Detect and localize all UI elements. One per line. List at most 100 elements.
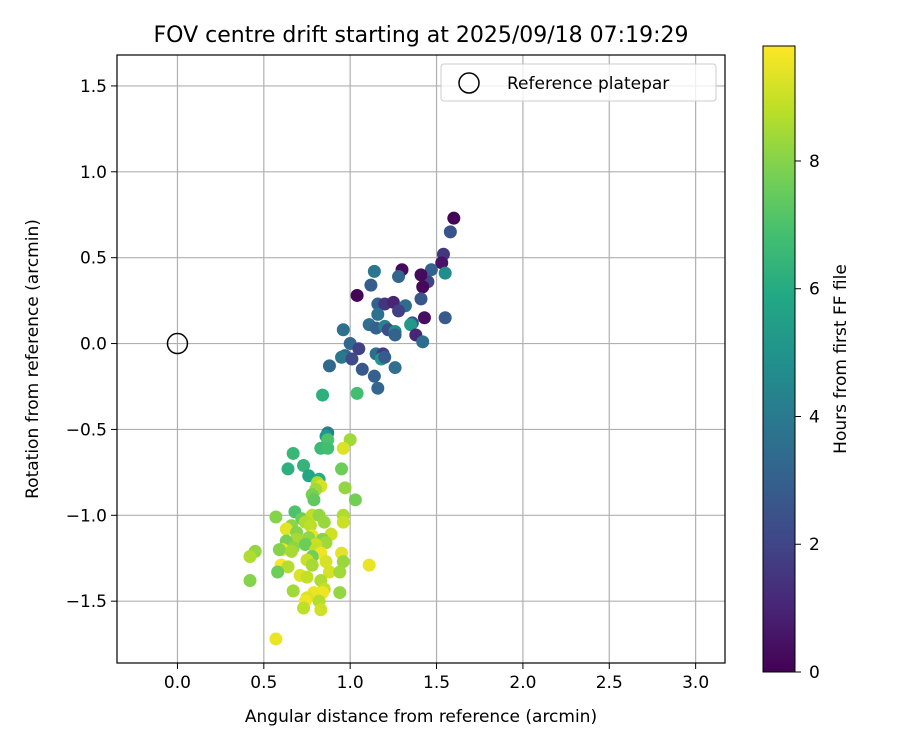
data-point bbox=[333, 565, 347, 579]
data-point bbox=[443, 225, 457, 239]
data-point bbox=[286, 584, 300, 598]
data-point bbox=[378, 350, 392, 364]
data-point bbox=[355, 362, 369, 376]
data-point bbox=[424, 263, 438, 277]
x-axis-ticks: 0.0 0.5 1.0 1.5 2.0 2.5 3.0 bbox=[164, 663, 709, 693]
data-point bbox=[336, 323, 350, 337]
x-tick-label: 3.0 bbox=[682, 673, 709, 693]
y-tick-label: −1.0 bbox=[66, 506, 107, 526]
data-point bbox=[367, 369, 381, 383]
data-point bbox=[447, 211, 461, 225]
data-point bbox=[297, 458, 311, 472]
y-tick-label: 0.0 bbox=[80, 335, 107, 355]
data-point bbox=[317, 515, 331, 529]
y-tick-label: 1.0 bbox=[80, 163, 107, 183]
data-point bbox=[414, 268, 428, 282]
data-point bbox=[319, 555, 333, 569]
colorbar-label: Hours from first FF file bbox=[831, 264, 851, 454]
data-point bbox=[338, 481, 352, 495]
data-point bbox=[286, 446, 300, 460]
y-tick-label: 0.5 bbox=[80, 249, 107, 269]
data-point bbox=[345, 352, 359, 366]
x-tick-label: 1.5 bbox=[423, 673, 450, 693]
data-point bbox=[297, 601, 311, 615]
data-point bbox=[319, 536, 333, 550]
y-axis-label: Rotation from reference (arcmin) bbox=[23, 219, 43, 499]
data-point bbox=[243, 550, 257, 564]
y-tick-label: 1.5 bbox=[80, 77, 107, 97]
data-point bbox=[335, 350, 349, 364]
grid-lines bbox=[117, 55, 725, 663]
x-tick-label: 0.5 bbox=[250, 673, 277, 693]
data-point bbox=[352, 342, 366, 356]
data-point bbox=[435, 256, 449, 270]
colorbar-tick-label: 8 bbox=[809, 152, 820, 172]
chart-title: FOV centre drift starting at 2025/09/18 … bbox=[154, 23, 689, 48]
reference-marker bbox=[166, 332, 189, 355]
data-point bbox=[316, 388, 330, 402]
data-point bbox=[388, 328, 402, 342]
data-point bbox=[243, 574, 257, 588]
data-point bbox=[416, 280, 430, 294]
data-point bbox=[417, 311, 431, 325]
data-point bbox=[314, 603, 328, 617]
x-tick-label: 2.5 bbox=[596, 673, 623, 693]
colorbar-tick-label: 0 bbox=[809, 663, 820, 683]
colorbar: 0 2 4 6 8 Hours from first FF file bbox=[762, 45, 851, 683]
data-point bbox=[281, 462, 295, 476]
data-point bbox=[350, 288, 364, 302]
reference-point bbox=[166, 332, 189, 355]
data-point bbox=[362, 558, 376, 572]
data-point bbox=[272, 543, 286, 557]
data-point bbox=[281, 560, 295, 574]
data-point bbox=[333, 586, 347, 600]
legend-marker-icon bbox=[458, 72, 480, 94]
data-point bbox=[300, 570, 314, 584]
data-point bbox=[404, 318, 418, 332]
data-point bbox=[298, 537, 312, 551]
data-point bbox=[336, 441, 350, 455]
data-point bbox=[336, 515, 350, 529]
data-point bbox=[271, 565, 285, 579]
y-tick-label: −0.5 bbox=[66, 420, 107, 440]
data-point bbox=[438, 311, 452, 325]
data-point bbox=[416, 335, 430, 349]
data-point bbox=[322, 359, 336, 373]
data-point bbox=[321, 441, 335, 455]
data-point bbox=[392, 270, 406, 284]
colorbar-tick-label: 4 bbox=[809, 407, 820, 427]
data-point bbox=[336, 555, 350, 569]
legend: Reference platepar bbox=[440, 63, 717, 102]
y-tick-label: −1.5 bbox=[66, 592, 107, 612]
data-point bbox=[371, 307, 385, 321]
x-axis-label: Angular distance from reference (arcmin) bbox=[245, 707, 597, 727]
x-tick-label: 1.0 bbox=[337, 673, 364, 693]
legend-box bbox=[440, 63, 717, 102]
data-points bbox=[243, 211, 461, 646]
data-point bbox=[364, 278, 378, 292]
data-point bbox=[335, 462, 349, 476]
data-point bbox=[371, 381, 385, 395]
data-point bbox=[305, 558, 319, 572]
data-point bbox=[307, 493, 321, 507]
data-point bbox=[392, 304, 406, 318]
x-tick-label: 0.0 bbox=[164, 673, 191, 693]
colorbar-tick-label: 6 bbox=[809, 280, 820, 300]
y-axis-ticks: −1.5 −1.0 −0.5 0.0 0.5 1.0 1.5 bbox=[66, 77, 117, 612]
data-point bbox=[284, 544, 298, 558]
x-tick-label: 2.0 bbox=[509, 673, 536, 693]
data-point bbox=[438, 266, 452, 280]
plot-frame bbox=[116, 54, 726, 664]
legend-entry: Reference platepar bbox=[507, 74, 669, 94]
data-point bbox=[269, 632, 283, 646]
colorbar-ticks: 0 2 4 6 8 bbox=[795, 152, 820, 683]
data-point bbox=[348, 493, 362, 507]
data-point bbox=[388, 361, 402, 375]
data-point bbox=[350, 386, 364, 400]
data-point bbox=[367, 264, 381, 278]
data-point bbox=[269, 510, 283, 524]
data-point bbox=[303, 519, 317, 533]
data-point bbox=[322, 565, 336, 579]
colorbar-gradient bbox=[762, 45, 796, 673]
